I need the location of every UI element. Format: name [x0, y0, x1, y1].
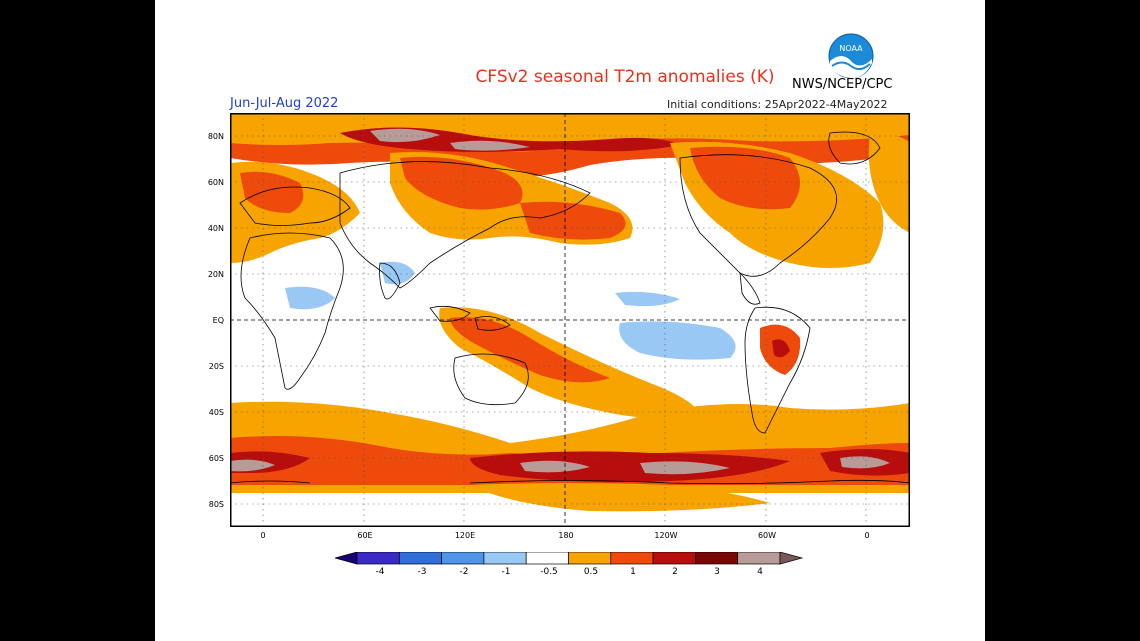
anomaly-map	[230, 113, 910, 527]
anomaly-region	[370, 128, 440, 143]
anomaly-region	[240, 171, 304, 213]
colorbar-min-triangle	[335, 552, 358, 565]
season-label: Jun-Jul-Aug 2022	[230, 96, 339, 111]
colorbar-segment	[695, 552, 739, 565]
colorbar	[335, 552, 804, 565]
colorbar-tick: 4	[757, 567, 763, 577]
equator-dateline	[230, 113, 910, 527]
colorbar-segment	[568, 552, 612, 565]
colorbar-tick: -4	[375, 567, 385, 577]
anomaly-region	[868, 133, 910, 233]
anomaly-region	[619, 321, 736, 360]
figure-panel: NOAA CFSv2 seasonal T2m anomalies (K) NW…	[155, 0, 985, 641]
lat-label: 80S	[208, 500, 224, 509]
colorbar-tick: -1	[501, 567, 511, 577]
lon-label: 120W	[654, 531, 678, 540]
lat-label: 40S	[208, 408, 224, 417]
anomaly-region	[840, 456, 890, 469]
lat-label: 60N	[207, 178, 224, 187]
anomaly-region	[470, 451, 790, 483]
colorbar-segment	[737, 552, 781, 565]
anomaly-region	[380, 261, 415, 285]
anomaly-region	[285, 286, 335, 310]
colorbar-segment	[398, 552, 442, 565]
colorbar-tick: -0.5	[540, 567, 558, 577]
colorbar-tick: -3	[417, 567, 427, 577]
lon-label: 180	[558, 531, 574, 540]
colorbar-segment	[652, 552, 696, 565]
agency-label: NWS/NCEP/CPC	[792, 77, 893, 92]
colorbar-segment	[525, 552, 569, 565]
lat-label: EQ	[212, 316, 224, 325]
colorbar-segment	[356, 552, 400, 565]
colorbar-tick: 3	[714, 567, 720, 577]
lon-label: 60E	[357, 531, 373, 540]
lon-label: 60W	[757, 531, 777, 540]
anomaly-region	[450, 140, 530, 151]
lat-label: 80N	[207, 132, 224, 141]
colorbar-tick: 1	[630, 567, 636, 577]
map-border	[230, 113, 910, 527]
anomaly-region	[520, 201, 626, 240]
colorbar-tick: -2	[459, 567, 469, 577]
colorbar-tick: 2	[672, 567, 678, 577]
noaa-logo: NOAA	[828, 33, 874, 79]
anomaly-region	[690, 146, 800, 210]
colorbar-max-triangle	[779, 552, 804, 565]
colorbar-segment	[610, 552, 654, 565]
graticule	[230, 113, 910, 527]
initial-conditions-label: Initial conditions: 25Apr2022-4May2022	[667, 98, 888, 111]
lon-label: 0	[864, 531, 870, 540]
colorbar-segment	[441, 552, 485, 565]
coastlines	[230, 131, 910, 485]
lon-label: 0	[260, 531, 266, 540]
anomaly-region	[520, 460, 590, 473]
lat-label: 20N	[207, 270, 224, 279]
anomaly-region	[615, 291, 680, 307]
anomaly-region	[230, 459, 275, 472]
colorbar-tick: 0.5	[583, 567, 599, 577]
anomaly-region	[400, 156, 523, 210]
colorbar-segment	[483, 552, 527, 565]
anomaly-region	[772, 339, 790, 358]
lat-label: 20S	[208, 362, 224, 371]
anomaly-region	[450, 317, 610, 383]
lat-label: 40N	[207, 224, 224, 233]
chart-title: CFSv2 seasonal T2m anomalies (K)	[475, 67, 775, 87]
svg-text:NOAA: NOAA	[839, 44, 863, 53]
anomaly-region	[640, 461, 730, 475]
lat-label: 60S	[208, 454, 224, 463]
lon-label: 120E	[454, 531, 476, 540]
